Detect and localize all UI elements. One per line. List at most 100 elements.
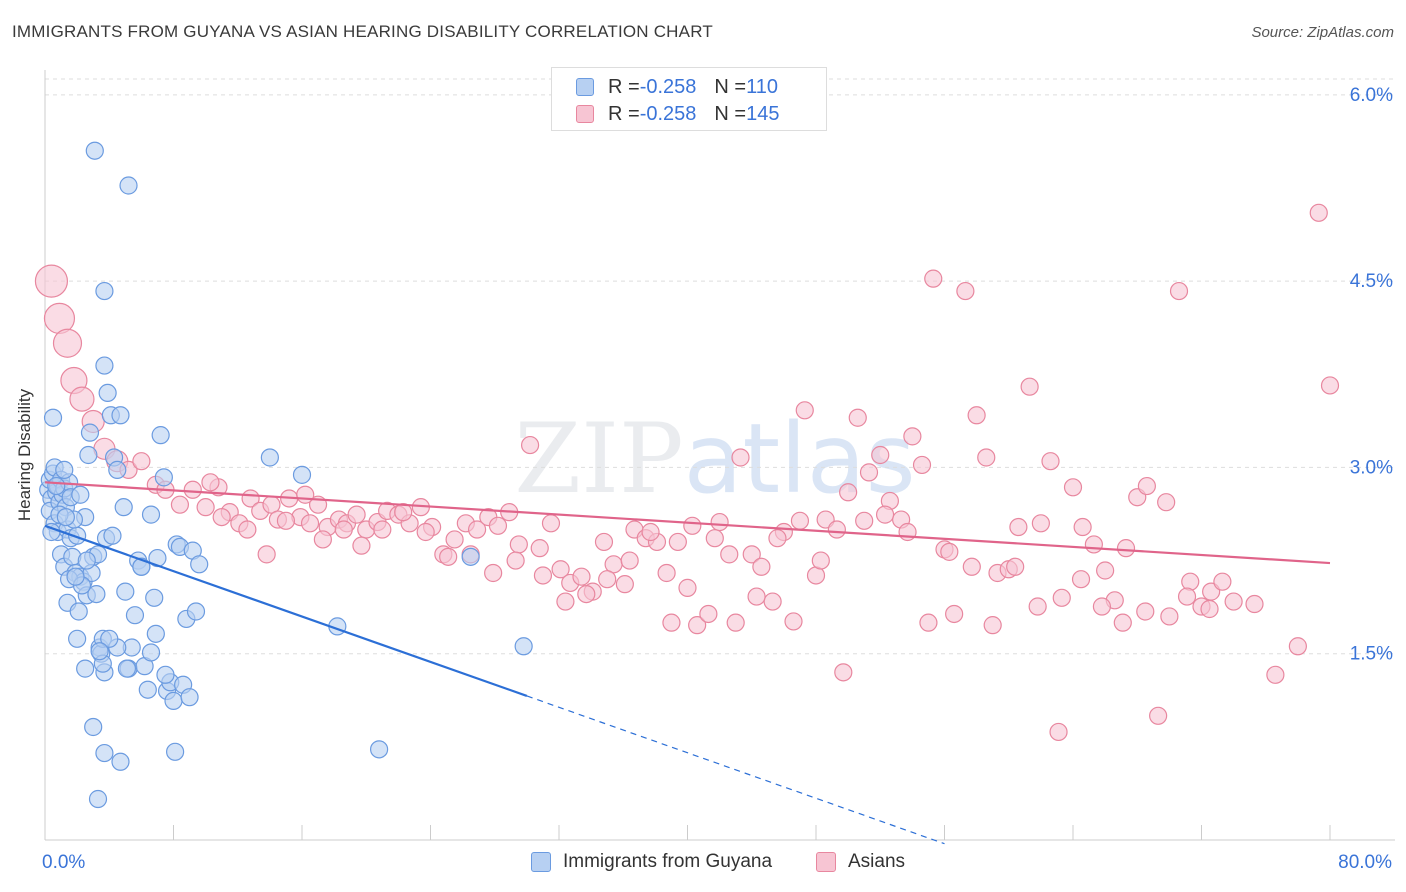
n-value: 110 [746, 75, 778, 98]
asians-point [924, 269, 943, 288]
asians-point [1073, 517, 1092, 537]
guyana-point [95, 281, 114, 301]
guyana-point [117, 659, 137, 678]
guyana-point [98, 383, 117, 403]
asians-point [731, 448, 750, 467]
r-label: R = [608, 75, 640, 98]
asians-point [1160, 607, 1179, 626]
guyana-point [85, 141, 104, 160]
asians-point [848, 408, 867, 427]
guyana-point [119, 176, 138, 195]
asians-point [962, 557, 981, 576]
guyana-trend-line [44, 524, 528, 697]
guyana-point [166, 742, 185, 761]
asians-point [467, 520, 487, 539]
asians-point [347, 505, 366, 524]
asians-point [313, 530, 332, 549]
asians-point [1092, 597, 1112, 616]
asians-point [747, 587, 766, 606]
asians-point [1020, 377, 1039, 396]
r-label: R = [608, 102, 640, 125]
asians-point [827, 520, 846, 539]
asians-point [1049, 722, 1068, 742]
guyana-point [56, 507, 75, 527]
asians-point [334, 520, 353, 539]
asians-point [551, 560, 570, 579]
asians-point [1309, 203, 1328, 222]
guyana-point [292, 465, 312, 484]
asians-point [1136, 602, 1155, 621]
guyana-point [88, 789, 108, 809]
asians-point [52, 328, 83, 358]
legend-label: Immigrants from Guyana [563, 851, 773, 872]
guyana-swatch-icon [531, 852, 551, 872]
guyana-point [69, 602, 88, 621]
asians-point [1137, 476, 1156, 496]
guyana-point [190, 555, 209, 574]
asians-point [977, 448, 996, 467]
asians-point [300, 514, 320, 533]
r-value: -0.258 [639, 102, 697, 125]
asians-point [919, 613, 938, 632]
asians-point [683, 516, 702, 535]
legend-item-asians[interactable]: Asians [816, 851, 905, 873]
asians-point [763, 592, 782, 611]
r-value: -0.258 [639, 75, 697, 98]
guyana-point [180, 688, 199, 707]
asians-point [1009, 517, 1028, 537]
asians-point [768, 529, 787, 548]
asians-point [903, 427, 922, 446]
asians-point [710, 512, 729, 532]
legend-label: Asians [848, 851, 906, 872]
x-tick-max: 80.0% [1338, 852, 1392, 873]
asians-point [855, 511, 874, 530]
asians-point [620, 551, 639, 570]
guyana-point [154, 468, 173, 487]
guyana-point [116, 582, 135, 601]
asians-point [1224, 592, 1243, 611]
asians-point [1200, 599, 1219, 619]
asians-point [296, 485, 315, 504]
asians-point [705, 529, 724, 548]
asians-point [520, 435, 540, 455]
guyana-point [68, 629, 87, 648]
n-label: N = [714, 75, 747, 98]
guyana-trend-extension [526, 695, 945, 845]
asians-point [668, 532, 687, 552]
asians-point [1149, 706, 1168, 725]
asians-point [196, 498, 215, 517]
guyana-point [55, 460, 74, 480]
asians-point [839, 483, 858, 502]
asians-point [795, 401, 814, 420]
asians-point [1181, 572, 1200, 591]
guyana-point [103, 526, 122, 545]
asians-point [1116, 539, 1136, 558]
legend-item-guyana[interactable]: Immigrants from Guyana [531, 851, 772, 873]
guyana-point [111, 752, 130, 771]
asians-point [577, 584, 596, 604]
asians-point [1063, 478, 1083, 497]
guyana-point [84, 717, 103, 737]
chart-title: IMMIGRANTS FROM GUYANA VS ASIAN HEARING … [12, 22, 713, 41]
asians-point [1157, 493, 1176, 512]
guyana-point [108, 460, 127, 480]
asians-point [132, 452, 151, 471]
asians-point [657, 563, 676, 583]
asians-point [720, 545, 739, 564]
guyana-point [71, 485, 90, 504]
guyana-point [260, 448, 279, 467]
guyana-point [151, 426, 170, 445]
asians-point [699, 604, 718, 624]
asians-point [201, 473, 220, 492]
legend-row-asians: R = -0.258 N = 145 [576, 101, 779, 127]
asians-point [533, 566, 553, 585]
asians-point [1096, 561, 1115, 580]
asians-point [416, 522, 435, 542]
asians-point [572, 567, 591, 586]
guyana-point [145, 588, 164, 607]
asians-point [394, 503, 413, 522]
asians-point [1071, 570, 1091, 589]
asians-point [912, 455, 932, 475]
asians-point [1320, 376, 1340, 395]
